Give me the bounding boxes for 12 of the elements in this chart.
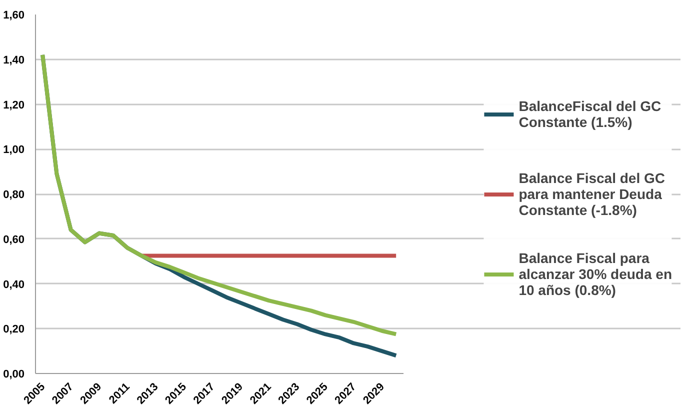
y-tick-label: 1,00 xyxy=(3,144,25,156)
y-tick-label: 1,40 xyxy=(3,54,25,66)
legend-label: Balance Fiscal del GC para mantener Deuda Constante (-1.8%) xyxy=(518,168,665,218)
y-tick-label: 0,20 xyxy=(3,324,25,336)
legend-label: Balance Fiscal para alcanzar 30% deuda en 10 años (0.8%) xyxy=(518,248,672,298)
legend-label: BalanceFiscal del GC Constante (1.5%) xyxy=(518,96,662,132)
y-tick-label: 0,80 xyxy=(3,189,25,201)
y-tick-label: 0,40 xyxy=(3,278,25,291)
y-tick-label: 1,20 xyxy=(3,99,25,112)
y-tick-label: 0,60 xyxy=(3,234,25,246)
y-tick-label: 0,00 xyxy=(3,368,25,380)
y-tick-label: 1,60 xyxy=(3,10,25,22)
